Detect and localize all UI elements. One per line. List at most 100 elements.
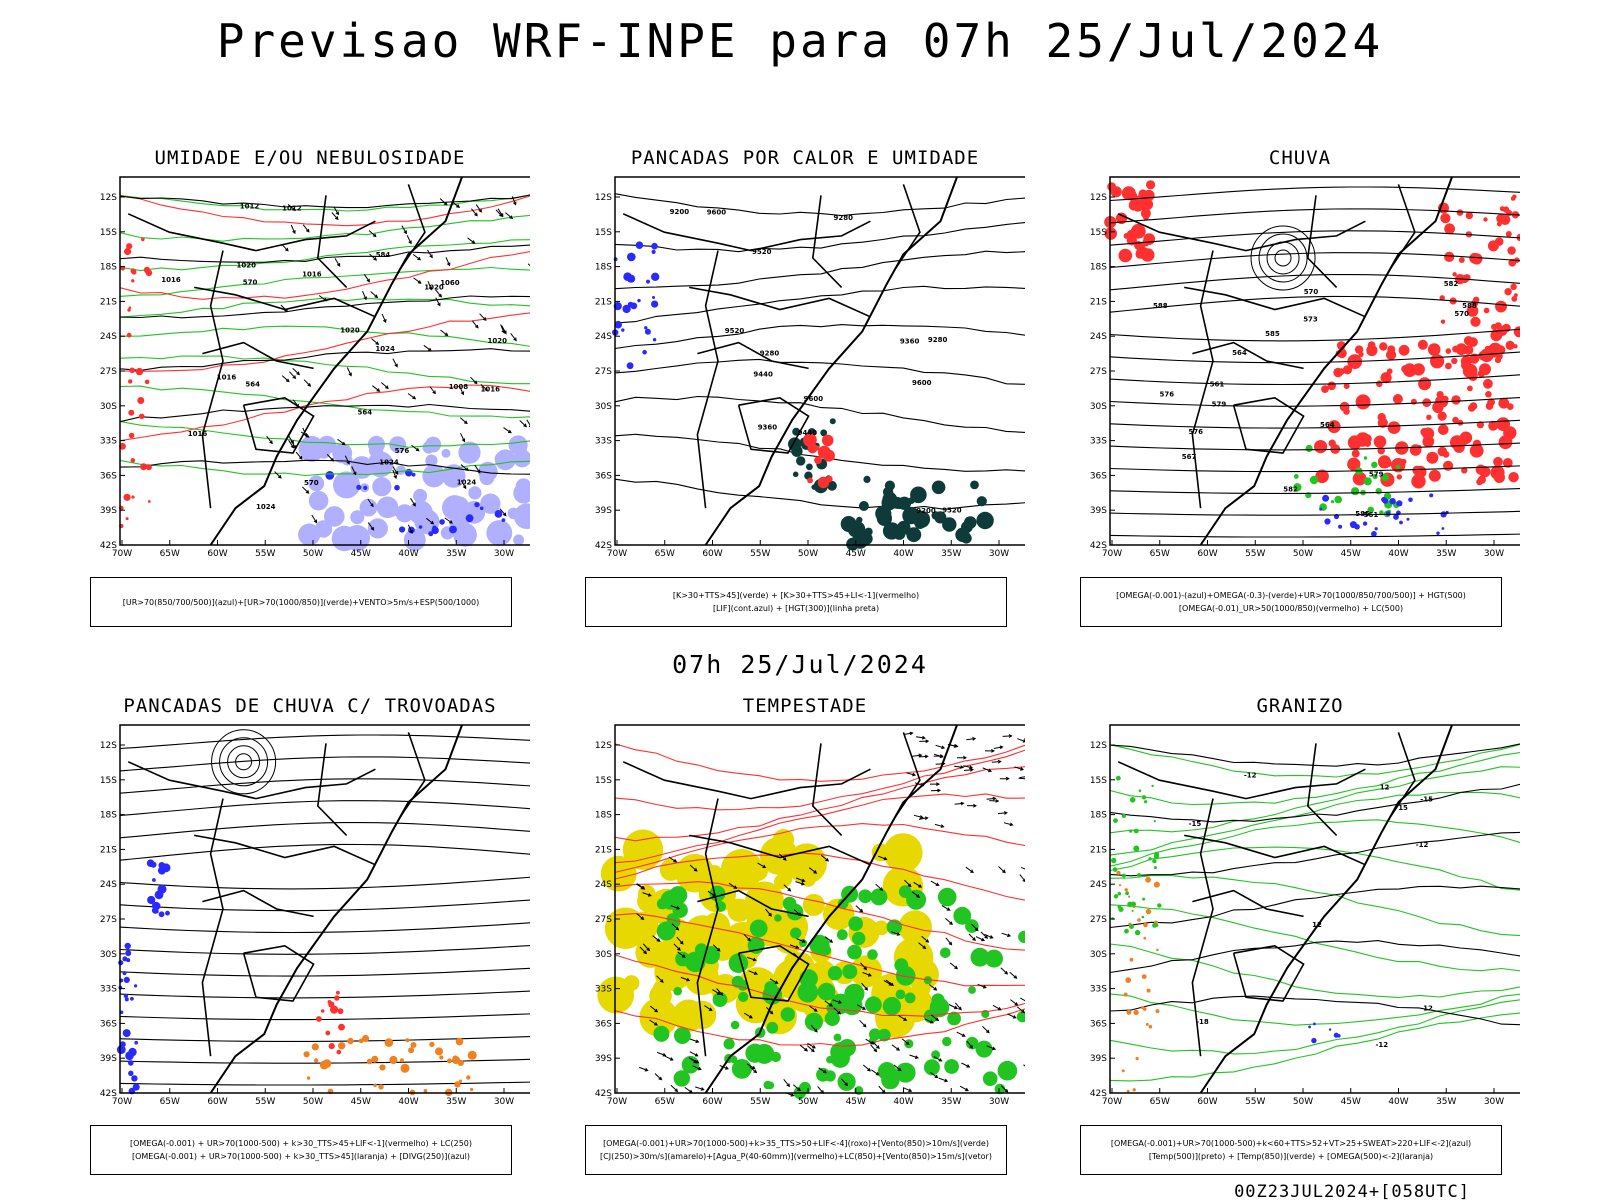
shaded-area [724,860,751,887]
shaded-area [621,328,625,332]
shaded-area [1392,394,1403,404]
contour-label: 9200 [916,507,936,515]
shaded-area [152,878,156,882]
wind-vector [796,877,806,883]
shaded-area [1467,385,1473,392]
shaded-area [122,1029,131,1038]
wind-vector [668,856,678,863]
shaded-area [684,951,706,973]
shaded-area [960,532,972,544]
lat-label: 27S [595,367,612,377]
map-frame [1109,176,1520,546]
contour-label: 9600 [912,379,932,387]
shaded-area [475,502,480,507]
contour-line [614,913,1025,987]
lat-label: 36S [595,1019,612,1029]
contour-line [1109,831,1520,877]
shaded-area [976,496,987,507]
lat-label: 42S [595,541,612,551]
coastline [1199,176,1453,546]
wind-vector [862,1064,872,1072]
shaded-area [1457,419,1464,426]
shaded-area [1380,372,1392,384]
contour-label: 1024 [457,479,477,487]
wind-vector [460,433,466,443]
contour-label: 1020 [340,327,360,335]
wind-vector [435,297,441,307]
shaded-area [642,349,647,355]
shaded-area [1127,191,1138,201]
wind-vector [919,739,930,744]
shaded-area [1118,248,1133,263]
wind-vector [664,1055,674,1061]
wind-vector [982,1026,990,1034]
shaded-area [1469,443,1484,458]
lon-label: 55W [750,549,770,559]
lat-label: 12S [1090,741,1107,751]
state-border [1192,341,1304,370]
wind-vector [865,1038,875,1045]
shaded-area [1129,924,1134,929]
contour-line [119,266,530,297]
shaded-area [600,855,637,892]
wind-vector [930,788,942,793]
shaded-area [975,1040,993,1058]
shaded-area [774,874,790,890]
shaded-area [1373,435,1387,449]
shaded-area [1451,395,1461,405]
legend-chuva: [OMEGA(-0.001)-(azul)+OMEGA(-0.3)-(verde… [1080,577,1502,627]
wind-vector [435,289,442,298]
contour-label: -12 [1416,841,1429,849]
streamline [119,1013,530,1021]
lon-label: 70W [1102,1097,1122,1107]
streamline [1109,351,1520,364]
shaded-area [827,480,837,491]
panel-granizo: GRANIZO -12 -12 -12 -15 -15 -18 12 12 12 15 12S 15S… [1080,695,1520,1185]
streamline [1109,374,1520,386]
shaded-area [912,510,931,528]
shaded-area [1319,507,1323,511]
lon-label: 45W [351,549,371,559]
wind-vector [930,1014,940,1022]
shaded-area [1126,1089,1130,1093]
main-title: Previsao WRF-INPE para 07h 25/Jul/2024 [216,14,1384,68]
shaded-area [829,418,836,425]
legend-line: [OMEGA(-0.001)-(azul)+OMEGA(-0.3)-(verde… [1116,591,1466,600]
shaded-area [1451,357,1458,365]
lat-label: 33S [100,437,117,447]
shaded-area [1135,1057,1139,1061]
lat-label: 18S [1090,811,1107,821]
shaded-area [1396,500,1403,507]
shaded-area [897,496,912,510]
state-border [1184,286,1366,318]
shaded-area [897,520,911,535]
shaded-area [1117,905,1122,909]
wind-vector [680,976,691,982]
contour-label: 1024 [375,345,395,353]
wind-vector [369,253,378,261]
wind-vector [933,1056,943,1062]
wind-vector [1016,1006,1025,1014]
shaded-area [1477,475,1486,484]
shaded-area [772,921,806,954]
shaded-area [1134,929,1141,936]
shaded-area [644,326,648,330]
shaded-area [1367,506,1374,514]
shaded-area [1115,775,1121,781]
wind-vector [459,417,468,425]
lat-label: 12S [100,193,117,203]
wind-vector [982,767,993,773]
shaded-area [1145,908,1152,915]
wind-vector [300,431,310,438]
panel-title: GRANIZO [1256,695,1344,717]
shaded-area [1313,1022,1316,1026]
shaded-area [1153,881,1160,888]
wind-vector [924,1018,934,1024]
contour-line [119,194,530,212]
contour-line [119,195,530,227]
contour-line [1109,743,1520,767]
wind-vector [303,379,312,387]
wind-vector [799,1044,809,1052]
wind-vector [1002,734,1013,738]
shaded-area [135,367,144,376]
